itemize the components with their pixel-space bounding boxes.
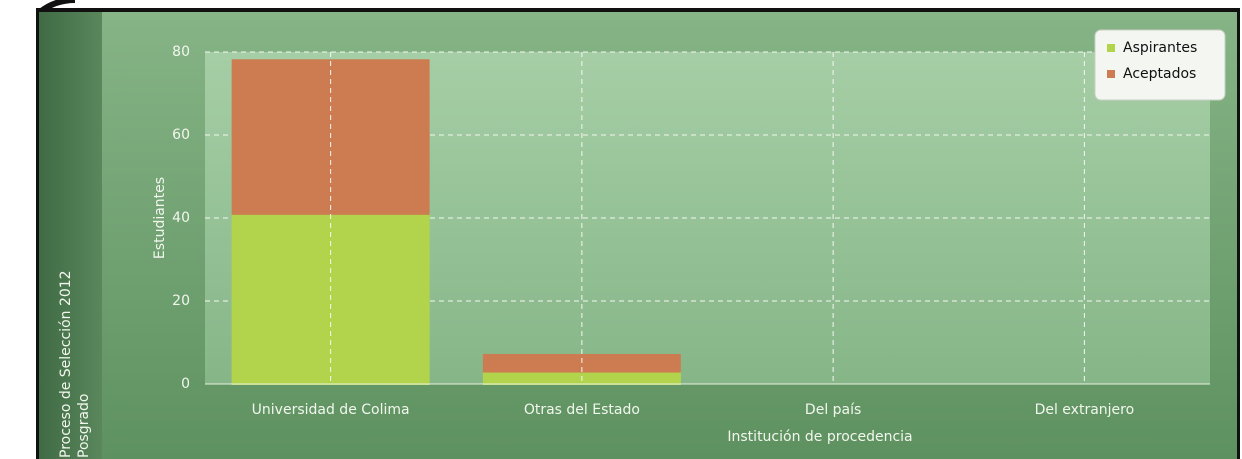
- y-tick-label: 20: [172, 293, 190, 309]
- x-axis-label: Institución de procedencia: [727, 429, 912, 445]
- x-tick-label: Del extranjero: [1035, 402, 1135, 418]
- border-left: [36, 8, 39, 459]
- y-tick-label: 40: [172, 210, 190, 226]
- y-tick-label: 0: [181, 376, 190, 392]
- legend-box: [1094, 29, 1226, 101]
- legend-swatch: [1107, 70, 1115, 78]
- y-axis-label: Estudiantes: [152, 177, 168, 259]
- border-right: [1237, 8, 1240, 459]
- legend-swatch: [1107, 44, 1115, 52]
- y-tick-label: 80: [172, 44, 190, 60]
- x-tick-label: Del país: [805, 402, 861, 418]
- side-title: Proceso de Selección 2012: [58, 270, 74, 458]
- x-tick-label: Universidad de Colima: [252, 402, 410, 418]
- side-panel: [38, 10, 102, 459]
- x-tick-label: Otras del Estado: [524, 402, 640, 418]
- y-tick-label: 60: [172, 127, 190, 143]
- legend-label: Aspirantes: [1123, 40, 1197, 56]
- side-subtitle: Posgrado: [76, 394, 92, 458]
- legend-label: Aceptados: [1123, 66, 1196, 82]
- border-top: [36, 8, 1240, 12]
